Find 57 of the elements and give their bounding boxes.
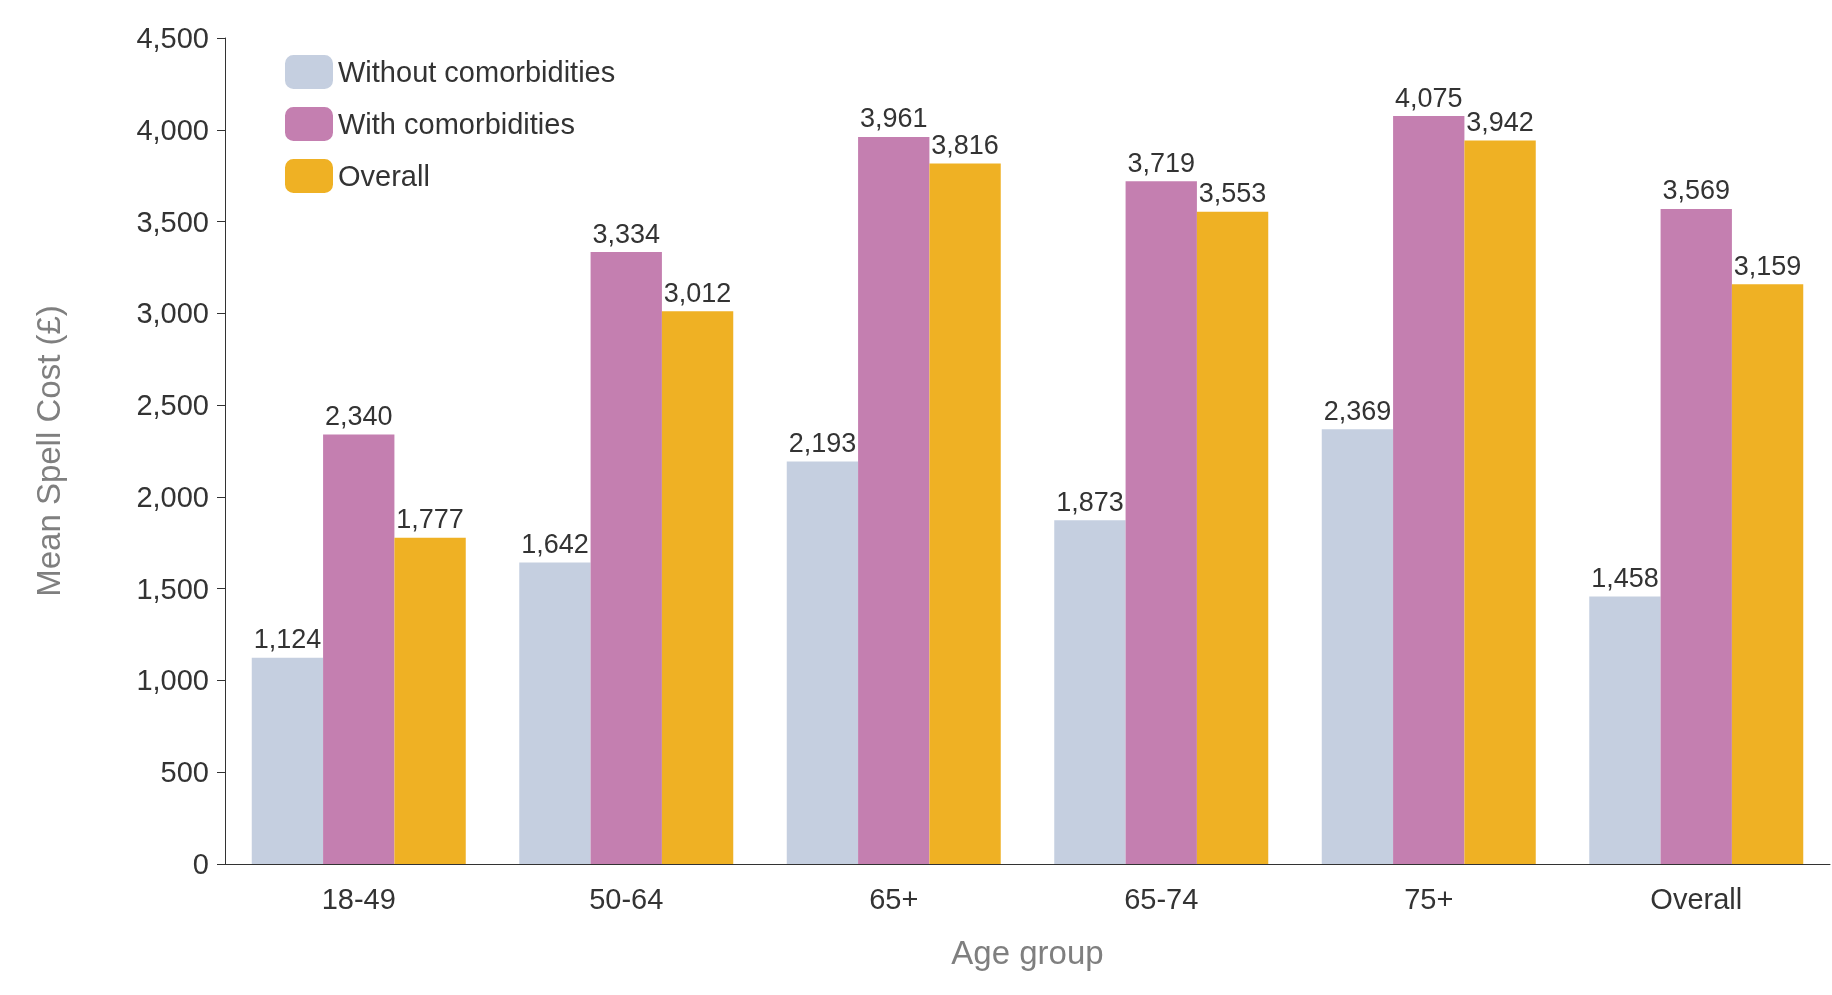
data-label: 4,075 xyxy=(1394,82,1463,113)
y-tick-label: 3,000 xyxy=(136,297,209,330)
data-label: 2,340 xyxy=(324,400,393,431)
data-label: 3,942 xyxy=(1466,106,1534,137)
y-tick-label: 500 xyxy=(160,756,209,789)
data-label: 3,719 xyxy=(1127,147,1196,178)
y-tick-label: 3,500 xyxy=(136,205,209,238)
data-label: 1,777 xyxy=(396,504,464,535)
bar xyxy=(1589,596,1661,864)
bar xyxy=(519,562,591,864)
y-tick-label: 2,000 xyxy=(136,480,209,513)
y-tick-label: 4,000 xyxy=(136,113,209,146)
data-label: 3,816 xyxy=(931,130,999,161)
y-tick-label: 0 xyxy=(192,848,209,880)
data-label: 3,569 xyxy=(1662,175,1731,206)
legend-label: Without comorbidities xyxy=(338,56,616,88)
data-label: 1,124 xyxy=(253,624,322,655)
y-axis-title: Mean Spell Cost (£) xyxy=(30,305,67,597)
bar xyxy=(1464,140,1536,864)
bar xyxy=(1054,520,1126,864)
data-label: 3,334 xyxy=(592,218,661,249)
data-label: 3,961 xyxy=(859,103,928,134)
bar xyxy=(1393,116,1465,864)
x-axis-title: Age group xyxy=(951,934,1104,971)
y-tick-label: 4,500 xyxy=(136,22,209,54)
x-tick-label: 50-64 xyxy=(589,882,664,915)
data-label: 1,642 xyxy=(521,529,589,560)
data-label: 2,193 xyxy=(788,427,857,458)
bar xyxy=(1731,284,1804,864)
x-tick-label: 75+ xyxy=(1404,882,1454,915)
legend-label: With comorbidities xyxy=(338,108,575,140)
data-label: 3,012 xyxy=(663,277,732,308)
bar xyxy=(1321,429,1394,864)
data-label: 2,369 xyxy=(1323,395,1392,426)
data-label: 3,553 xyxy=(1198,178,1267,209)
bar xyxy=(590,252,662,864)
x-tick-label: 65-74 xyxy=(1124,882,1199,915)
bar xyxy=(394,537,466,864)
legend-label: Overall xyxy=(338,160,430,192)
x-tick-label: 65+ xyxy=(869,882,919,915)
x-tick-label: 18-49 xyxy=(321,882,396,915)
bar xyxy=(323,434,395,864)
bar xyxy=(251,657,324,864)
bar xyxy=(661,311,734,864)
bar xyxy=(1196,211,1269,864)
bar xyxy=(786,461,859,864)
bar xyxy=(929,163,1001,864)
y-tick-label: 1,500 xyxy=(136,572,209,605)
data-label: 1,873 xyxy=(1056,486,1124,517)
bar xyxy=(1125,181,1197,864)
data-label: 3,159 xyxy=(1733,250,1802,281)
bar xyxy=(858,136,930,864)
data-label: 1,458 xyxy=(1591,562,1659,593)
y-tick-label: 1,000 xyxy=(136,664,209,697)
y-tick-label: 2,500 xyxy=(136,389,209,422)
bar xyxy=(1660,208,1732,864)
x-tick-label: Overall xyxy=(1650,882,1743,915)
